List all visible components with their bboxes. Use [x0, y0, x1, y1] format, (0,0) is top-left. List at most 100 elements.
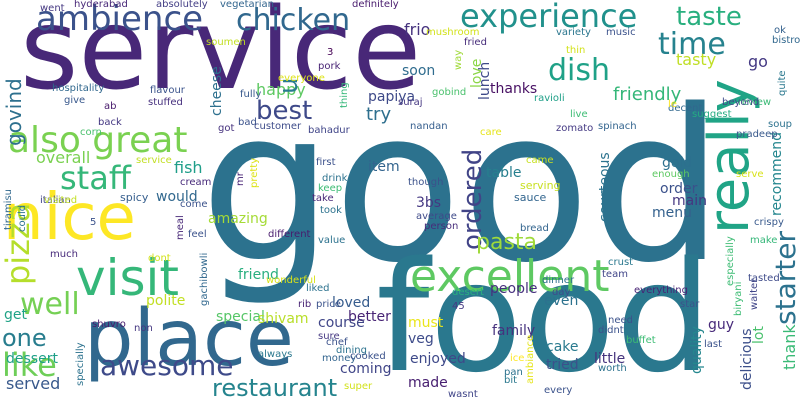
word-dinner: dinner [542, 275, 575, 286]
word-cake: cake [546, 339, 579, 355]
word-review: review [738, 97, 772, 108]
word-crust: crust [608, 257, 634, 268]
word-dish: dish [548, 53, 611, 88]
word-ravioli: ravioli [534, 93, 565, 104]
word-experience: experience [460, 0, 638, 35]
word-thing: thing [339, 82, 350, 108]
word-cream: cream [180, 177, 212, 188]
word-order: order [660, 181, 698, 197]
word-bistro: bistro [772, 35, 800, 46]
word-3bs: 3bs [416, 195, 442, 211]
word-person: person [424, 221, 459, 232]
word-gold: gold [662, 155, 693, 171]
word-make: make [750, 235, 778, 246]
word-overall: overall [36, 148, 91, 167]
word-menu: menu [652, 205, 692, 221]
word-come: come [180, 199, 208, 210]
word-ab: ab [104, 101, 117, 112]
word-ambiance: ambiance [525, 334, 536, 384]
word-sauce: sauce [514, 191, 547, 204]
word-thanks: thanks [490, 81, 538, 97]
word-meal: meal [175, 215, 186, 240]
word-wasnt: wasnt [448, 389, 478, 400]
word-went: went [40, 3, 65, 14]
word-ok: ok [774, 25, 786, 36]
word-happy: happy [256, 80, 306, 99]
word-lot: lot [751, 326, 767, 344]
word-food: food [376, 229, 712, 400]
word-worth: worth [598, 363, 627, 374]
word-money: money [322, 353, 357, 364]
word-chicken: chicken [236, 3, 351, 38]
word-keep: keep [318, 183, 343, 194]
word-enjoyed: enjoyed [410, 351, 466, 367]
word-take: take [312, 193, 334, 204]
word-spinach: spinach [598, 121, 637, 132]
word-everyone: everyone [278, 73, 325, 84]
word-suggest: suggest [692, 109, 732, 120]
word-sure: sure [318, 331, 340, 342]
word-decent: decent [668, 103, 703, 114]
word-mr: mr [235, 172, 246, 186]
word-cooked: cooked [350, 351, 386, 362]
word-italian: italian [40, 195, 71, 206]
word-shuvro: shuvro [92, 319, 126, 330]
word-enough: enough [652, 169, 690, 180]
word-good: good [200, 64, 724, 309]
word-pasta: pasta [476, 230, 538, 255]
word-soup: soup [768, 119, 793, 130]
word-get: get [4, 307, 27, 323]
word-soumen: soumen [206, 37, 246, 48]
word-definitely: definitely [352, 0, 399, 10]
word-dont: dont [148, 253, 171, 264]
word-corn: corn [80, 127, 102, 138]
word-feel: feel [188, 229, 207, 240]
word-customer: customer [254, 121, 302, 132]
word-would: would [156, 189, 198, 205]
word-dessert: dessert [6, 351, 58, 367]
word-music: music [606, 27, 636, 38]
word-pradeep: pradeep [736, 129, 778, 140]
word-course: course [318, 315, 365, 331]
word-table: table [486, 165, 522, 181]
word-tasty: tasty [676, 50, 717, 69]
word-people: people [490, 281, 538, 297]
word-bit: bit [504, 375, 518, 386]
word-live: live [570, 109, 588, 120]
word-visited: visited [44, 195, 78, 206]
word-need: need [608, 315, 633, 326]
word-amazing: amazing [208, 211, 268, 227]
word-star: star [680, 299, 700, 310]
word-one: one [2, 324, 47, 352]
word-day: day [552, 287, 571, 298]
word-polite: polite [146, 293, 186, 309]
word-absolutely: absolutely [156, 0, 208, 10]
word-nandan: nandan [410, 121, 448, 132]
word-always: always [258, 349, 293, 360]
word-also-great: also great [8, 120, 188, 161]
word-mushroom: mushroom [426, 27, 480, 38]
word-didnt: didnt [598, 325, 624, 336]
word-veg: veg [408, 331, 434, 347]
word-wonderful: wonderful [266, 275, 316, 286]
word-bad: bad [238, 117, 257, 128]
word-gachibowli: gachibowli [199, 252, 210, 306]
word-try: try [366, 104, 392, 125]
word-every: every [544, 385, 573, 396]
word-back: back [98, 117, 122, 128]
word-though: though [408, 177, 444, 188]
word-specially: specially [75, 342, 86, 386]
word-pork: pork [318, 61, 341, 72]
word-go: go [748, 52, 768, 71]
word-fried: fried [464, 37, 487, 48]
word-restaurant: restaurant [212, 374, 338, 400]
word-gobind: gobind [432, 87, 467, 98]
word-took: took [320, 205, 342, 216]
word-pan: pan [504, 367, 523, 378]
word-even: even [544, 293, 579, 309]
word-thin: thin [566, 45, 586, 56]
word-friend: friend [238, 267, 279, 283]
word-different: different [268, 229, 311, 240]
word-family: family [492, 323, 536, 339]
word-non: non [134, 323, 153, 334]
